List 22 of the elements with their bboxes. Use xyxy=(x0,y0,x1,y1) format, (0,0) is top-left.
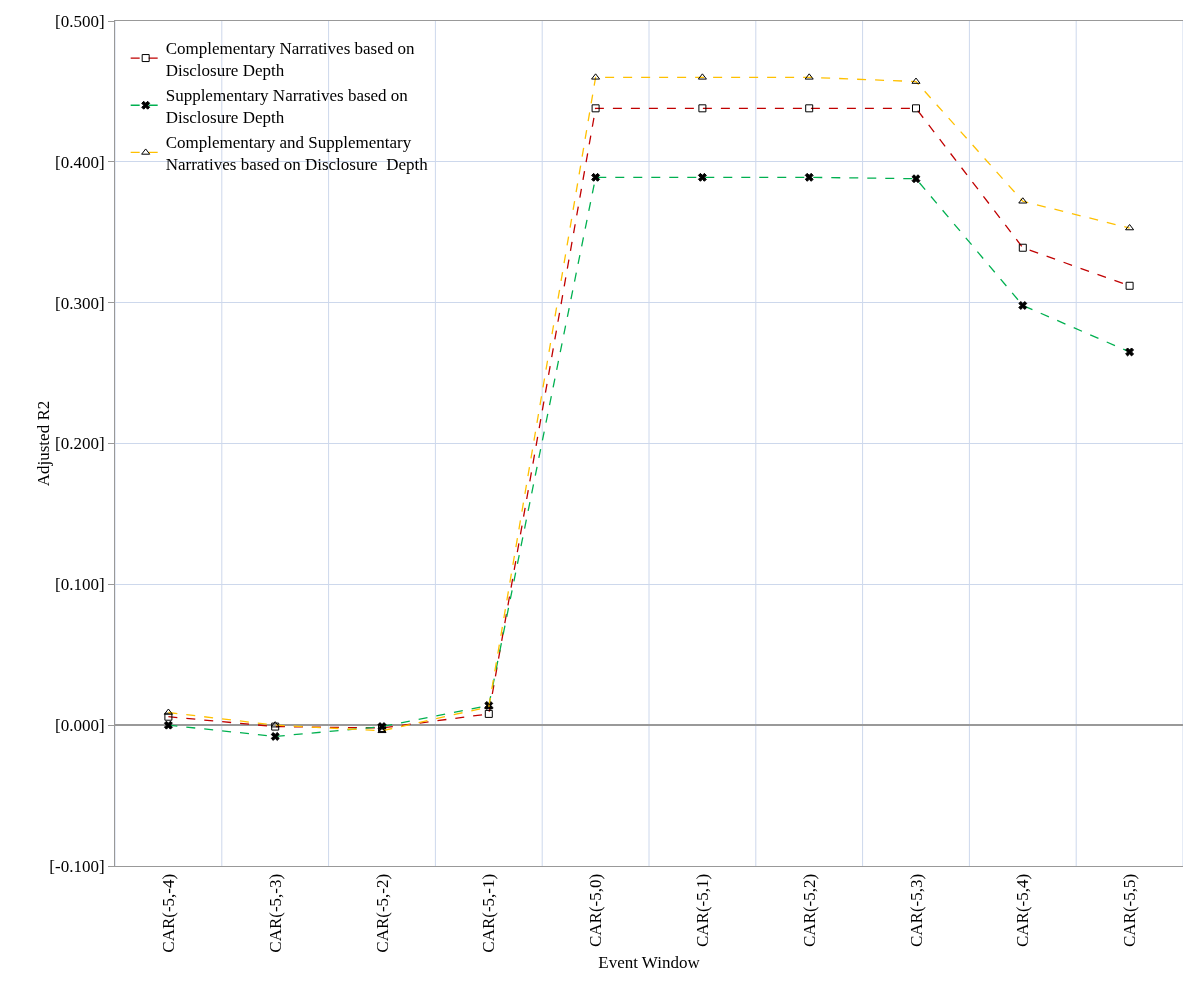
x-tick-label: CAR(-5,5) xyxy=(1120,873,1140,947)
x-tick-label: CAR(-5,0) xyxy=(586,873,606,947)
y-axis-title: Adjusted R2 xyxy=(34,400,54,487)
x-tick-label: CAR(-5,-3) xyxy=(265,873,285,953)
y-tick-label: [0.300] xyxy=(55,293,105,313)
x-tick-label: CAR(-5,-1) xyxy=(479,873,499,953)
x-tick-label: CAR(-5,-2) xyxy=(372,873,392,953)
x-axis-title: Event Window xyxy=(598,953,701,973)
y-tick-label: [0.400] xyxy=(55,152,105,172)
y-tick-label: [-0.100] xyxy=(49,856,105,876)
y-tick-label: [0.100] xyxy=(55,575,105,595)
x-tick-label: CAR(-5,3) xyxy=(906,873,926,947)
x-tick-label: CAR(-5,-4) xyxy=(158,873,178,953)
legend-label: Supplementary Narratives based on Disclosure Depth xyxy=(165,85,409,127)
y-tick-label: [0.000] xyxy=(55,716,105,736)
x-tick-label: CAR(-5,4) xyxy=(1013,873,1033,947)
legend-label: Complementary and Supplementary Narratives based on Disclosure Depth xyxy=(165,133,429,175)
y-tick-label: [0.200] xyxy=(55,434,105,454)
legend-label: Complementary Narratives based on Disclosure Depth xyxy=(165,38,415,80)
y-tick-label: [0.500] xyxy=(55,11,105,31)
x-tick-label: CAR(-5,1) xyxy=(692,873,712,947)
x-tick-label: CAR(-5,2) xyxy=(799,873,819,947)
